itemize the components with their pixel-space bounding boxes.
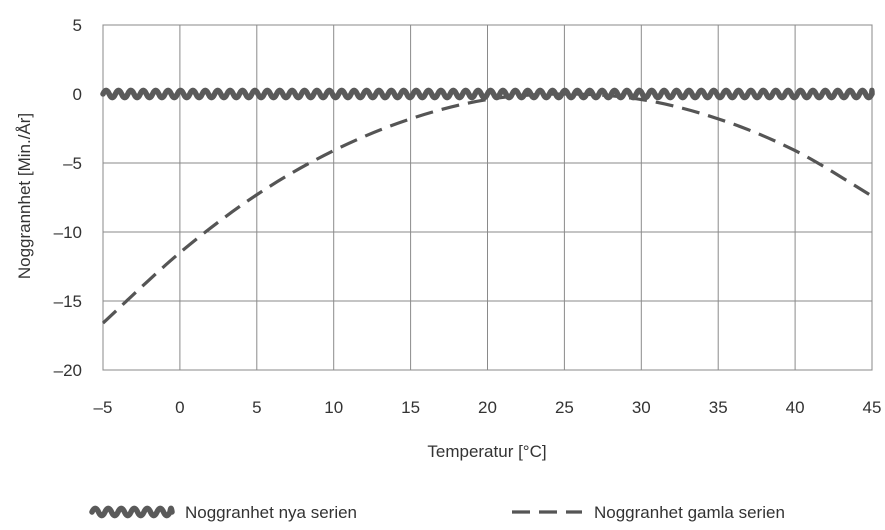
x-tick-label: 40	[786, 398, 805, 417]
legend: Noggranhet nya serien Noggranhet gamla s…	[89, 503, 785, 522]
x-tick-label: 15	[401, 398, 420, 417]
y-tick-label: –15	[54, 292, 82, 311]
x-tick-label: –5	[94, 398, 113, 417]
x-tick-label: 10	[324, 398, 343, 417]
series-line-old	[101, 92, 873, 325]
x-tick-label: 35	[709, 398, 728, 417]
y-tick-labels: 5 0 –5 –10 –15 –20	[54, 16, 82, 380]
y-tick-label: 5	[73, 16, 82, 35]
x-tick-label: 25	[555, 398, 574, 417]
series-layer	[100, 87, 875, 325]
x-tick-labels: –5 0 5 10 15 20 25 30 35 40 45	[94, 398, 882, 417]
legend-label-old-series: Noggranhet gamla serien	[594, 503, 785, 522]
y-tick-label: –20	[54, 361, 82, 380]
y-tick-label: 0	[73, 85, 82, 104]
x-tick-label: 45	[863, 398, 882, 417]
legend-label-new-series: Noggranhet nya serien	[185, 503, 357, 522]
legend-swatch-new-series	[89, 505, 175, 519]
y-tick-label: –10	[54, 223, 82, 242]
x-axis-title: Temperatur [°C]	[427, 442, 546, 461]
y-axis-title: Noggrannhet [Min./År]	[15, 113, 34, 279]
grid	[102, 24, 873, 371]
legend-item-old-series: Noggranhet gamla serien	[512, 503, 785, 522]
x-tick-label: 0	[175, 398, 184, 417]
x-tick-label: 30	[632, 398, 651, 417]
x-tick-label: 5	[252, 398, 261, 417]
y-tick-label: –5	[63, 154, 82, 173]
x-tick-label: 20	[478, 398, 497, 417]
legend-item-new-series: Noggranhet nya serien	[89, 503, 357, 522]
series-line-new	[100, 87, 875, 101]
